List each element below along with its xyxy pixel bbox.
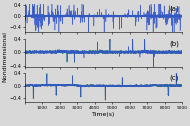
Text: (b): (b) bbox=[169, 40, 179, 47]
X-axis label: Time(s): Time(s) bbox=[92, 112, 115, 117]
Text: (a): (a) bbox=[169, 5, 179, 12]
Text: (c): (c) bbox=[170, 75, 179, 81]
Text: Nondimensional: Nondimensional bbox=[2, 31, 7, 82]
